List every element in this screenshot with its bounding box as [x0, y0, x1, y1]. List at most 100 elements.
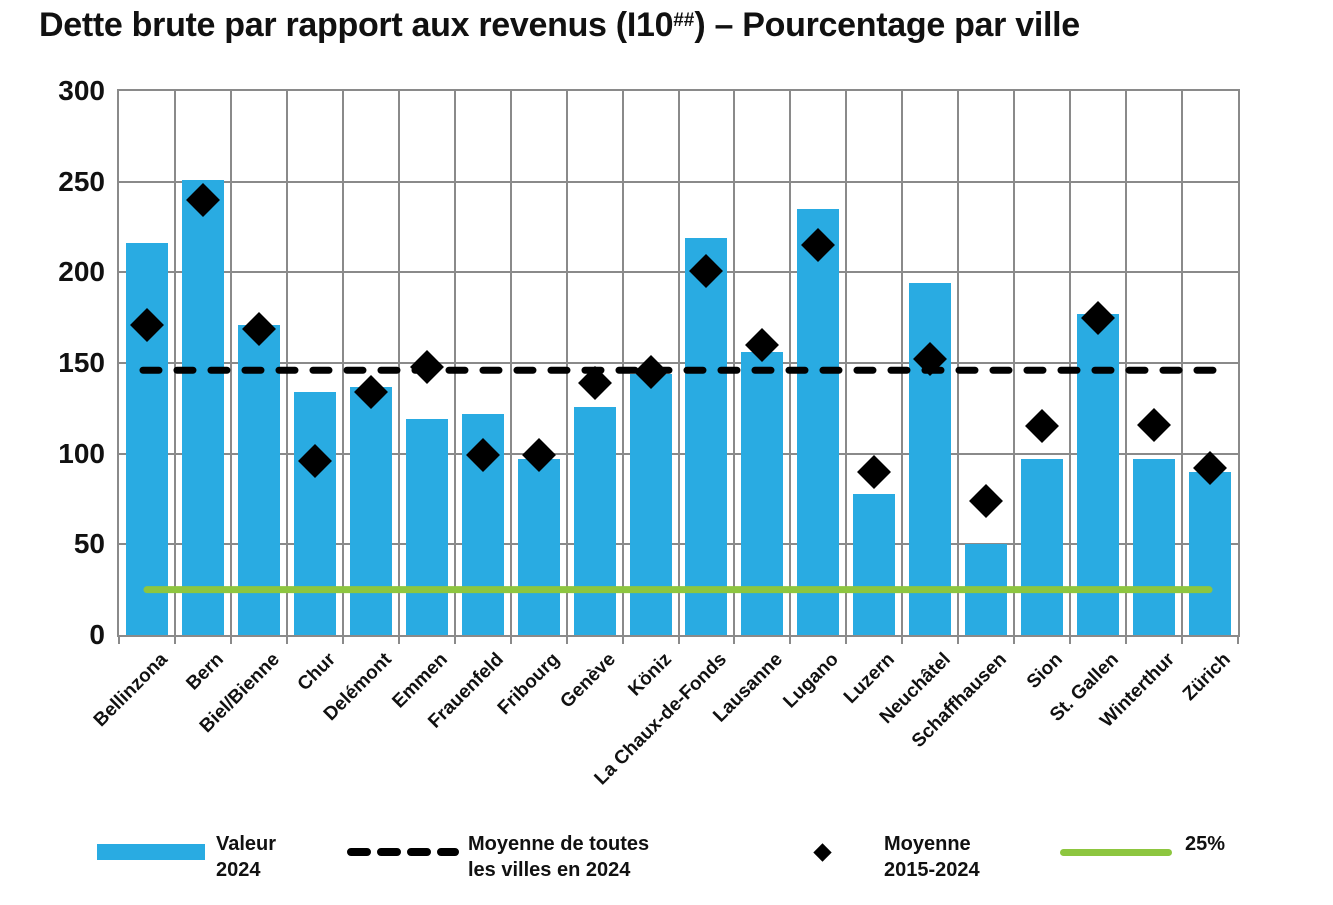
x-axis-tick	[509, 637, 512, 644]
y-axis-label: 0	[89, 619, 105, 650]
plot-inner	[119, 91, 1238, 635]
bar-Emmen	[405, 419, 448, 635]
x-axis-tick	[1181, 637, 1184, 644]
bar-Chur	[293, 392, 336, 635]
gridline-vertical	[621, 91, 624, 635]
chart-title-text-2: ) – Pourcentage par ville	[694, 6, 1080, 44]
x-axis-tick	[621, 637, 624, 644]
legend-green-line-swatch	[1060, 849, 1172, 856]
legend-label-moyenne-periode: Moyenne 2015-2024	[884, 831, 980, 883]
x-axis-tick	[1237, 637, 1239, 644]
legend-label-moyenne-periode-line1: Moyenne	[884, 833, 971, 855]
gridline-vertical	[285, 91, 288, 635]
avg-diamond-Winterthur	[1137, 407, 1172, 442]
gridline-vertical	[677, 91, 680, 635]
bar-Zürich	[1189, 471, 1232, 635]
avg-diamond-Emmen	[409, 349, 444, 384]
legend-diamond-swatch	[813, 843, 832, 862]
gridline-vertical	[733, 91, 736, 635]
bar-Genève	[573, 406, 616, 635]
gridline-vertical	[1069, 91, 1072, 635]
chart-legend: Valeur 2024 Moyenne de toutes les villes…	[0, 828, 1333, 905]
gridline-vertical	[173, 91, 176, 635]
avg-diamond-Genève	[577, 365, 612, 400]
legend-label-moyenne-villes-line1: Moyenne de toutes	[468, 833, 650, 855]
x-axis-tick	[453, 637, 456, 644]
gridline-vertical	[1125, 91, 1128, 635]
x-axis-tick	[285, 637, 288, 644]
bar-Delémont	[349, 386, 392, 635]
gridline-vertical	[397, 91, 400, 635]
x-axis-tick	[733, 637, 736, 644]
legend-label-25pct: 25%	[1185, 831, 1225, 857]
x-axis-tick	[565, 637, 568, 644]
bar-Bellinzona	[125, 243, 168, 635]
x-axis-label-Chur: Chur	[293, 649, 340, 696]
x-axis-label-Lugano: Lugano	[779, 649, 844, 713]
x-axis-tick	[677, 637, 680, 644]
bar-St. Gallen	[1077, 314, 1120, 635]
bar-Bern	[181, 179, 224, 635]
bar-La Chaux-de-Fonds	[685, 237, 728, 635]
x-axis-tick	[118, 637, 120, 644]
x-axis-label-Zürich: Zürich	[1178, 649, 1235, 705]
gridline-vertical	[341, 91, 344, 635]
x-axis-tick	[173, 637, 176, 644]
legend-label-moyenne-villes: Moyenne de toutes les villes en 2024	[468, 831, 649, 883]
gridline-vertical	[565, 91, 568, 635]
legend-label-valeur-line1: Valeur	[216, 833, 277, 855]
gridline-vertical	[509, 91, 512, 635]
y-axis-label: 300	[58, 75, 105, 106]
chart-plot-area	[117, 89, 1240, 637]
x-axis-label-Sion: Sion	[1023, 649, 1068, 693]
legend-label-moyenne-periode-line2: 2015-2024	[884, 859, 980, 881]
bar-Winterthur	[1133, 459, 1176, 635]
avg-diamond-Sion	[1025, 409, 1060, 444]
bar-Luzern	[853, 493, 896, 635]
x-axis-label-Genève: Genève	[556, 649, 620, 713]
gridline-vertical	[229, 91, 232, 635]
x-axis-label-Bern: Bern	[182, 649, 228, 695]
x-axis-tick	[229, 637, 232, 644]
legend-bar-swatch	[97, 844, 205, 860]
gridline-vertical	[453, 91, 456, 635]
x-axis-tick	[1069, 637, 1072, 644]
y-axis-label: 100	[58, 437, 105, 469]
chart-title: Dette brute par rapport aux revenus (I10…	[39, 6, 1080, 45]
legend-label-moyenne-villes-line2: les villes en 2024	[468, 859, 631, 881]
gridline-vertical	[845, 91, 848, 635]
y-axis-label: 150	[58, 347, 105, 378]
x-axis-tick	[789, 637, 792, 644]
legend-label-valeur-line2: 2024	[216, 859, 261, 881]
x-axis-label-Köniz: Köniz	[623, 649, 676, 701]
x-axis-label-Bellinzona: Bellinzona	[89, 649, 172, 732]
gridline-vertical	[789, 91, 792, 635]
x-axis-tick	[1125, 637, 1128, 644]
gridline-vertical	[1013, 91, 1016, 635]
bar-Köniz	[629, 373, 672, 635]
bar-Biel/Bienne	[237, 324, 280, 635]
bar-Neuchâtel	[909, 283, 952, 635]
x-axis-tick	[957, 637, 960, 644]
gridline-vertical	[957, 91, 960, 635]
x-axis-tick	[397, 637, 400, 644]
bar-Fribourg	[517, 459, 560, 635]
legend-dashed-swatch	[347, 848, 459, 856]
x-axis-tick	[341, 637, 344, 644]
avg-diamond-Schaffhausen	[969, 483, 1004, 518]
bar-Sion	[1021, 459, 1064, 635]
y-axis-label: 250	[58, 165, 105, 197]
y-axis-label: 200	[58, 256, 105, 288]
chart-title-superscript: ##	[673, 10, 695, 32]
x-axis-tick	[845, 637, 848, 644]
avg-diamond-Luzern	[857, 454, 892, 489]
x-axis-tick	[901, 637, 904, 644]
bar-Lugano	[797, 208, 840, 635]
bar-Lausanne	[741, 352, 784, 635]
chart-title-text: Dette brute par rapport aux revenus (I10	[39, 6, 674, 44]
y-axis-label: 50	[73, 528, 105, 560]
gridline-vertical	[1181, 91, 1184, 635]
legend-label-valeur: Valeur 2024	[216, 831, 276, 883]
gridline-vertical	[901, 91, 904, 635]
